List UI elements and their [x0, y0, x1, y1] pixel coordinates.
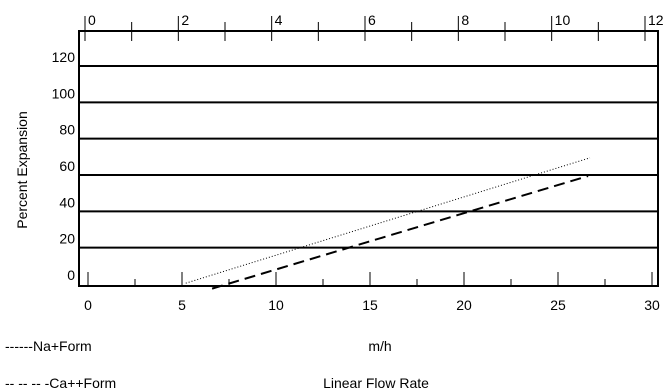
x-tick-label-top: 12: [648, 12, 664, 28]
series-line-ca-form: [211, 175, 589, 290]
x-tick-label-top: 10: [555, 12, 571, 28]
y-axis-title: Percent Expansion: [14, 111, 30, 229]
x-tick-label-bottom: 5: [178, 297, 186, 313]
x-tick-label-bottom: 15: [362, 297, 378, 313]
x-axis-bottom: 0 5 10 15 20 25 30: [84, 272, 660, 313]
y-tick-label: 100: [52, 85, 76, 101]
x-axis-title: Linear Flow Rate: [323, 375, 429, 391]
plot-frame: [78, 30, 659, 287]
x-tick-label-bottom: 20: [456, 297, 472, 313]
y-tick-label: 60: [59, 158, 75, 174]
x-tick-label-top: 0: [88, 12, 96, 28]
y-tick-label: 0: [67, 267, 75, 283]
x-tick-label-top: 6: [368, 12, 376, 28]
y-tick-label: 120: [52, 49, 76, 65]
legend-na-form: ------Na+Form: [5, 338, 92, 354]
x-tick-label-bottom: 30: [644, 297, 660, 313]
x-tick-label-top: 4: [275, 12, 283, 28]
y-axis: 0 20 40 60 80 100 120: [52, 49, 76, 283]
plot-area: 0 5 10 15 20 25 30 0 2 4 6 8 10 12 0 20 40 60 80 100 120: [52, 12, 664, 313]
x-axis-top: 0 2 4 6 8 10 12: [84, 12, 664, 41]
x-tick-label-bottom: 25: [550, 297, 566, 313]
x-tick-label-top: 8: [461, 12, 469, 28]
series-group: [185, 157, 591, 290]
x-tick-label-top: 2: [181, 12, 189, 28]
x-tick-label-bottom: 0: [84, 297, 92, 313]
series-line-na-form: [185, 157, 591, 284]
legend-ca-form: -- -- -- -Ca++Form: [5, 375, 116, 391]
y-tick-label: 80: [59, 122, 75, 138]
y-tick-label: 40: [59, 194, 75, 210]
y-tick-label: 20: [59, 231, 75, 247]
grid-lines: [79, 65, 658, 249]
x-axis-unit-label: m/h: [368, 338, 391, 354]
x-tick-label-bottom: 10: [268, 297, 284, 313]
